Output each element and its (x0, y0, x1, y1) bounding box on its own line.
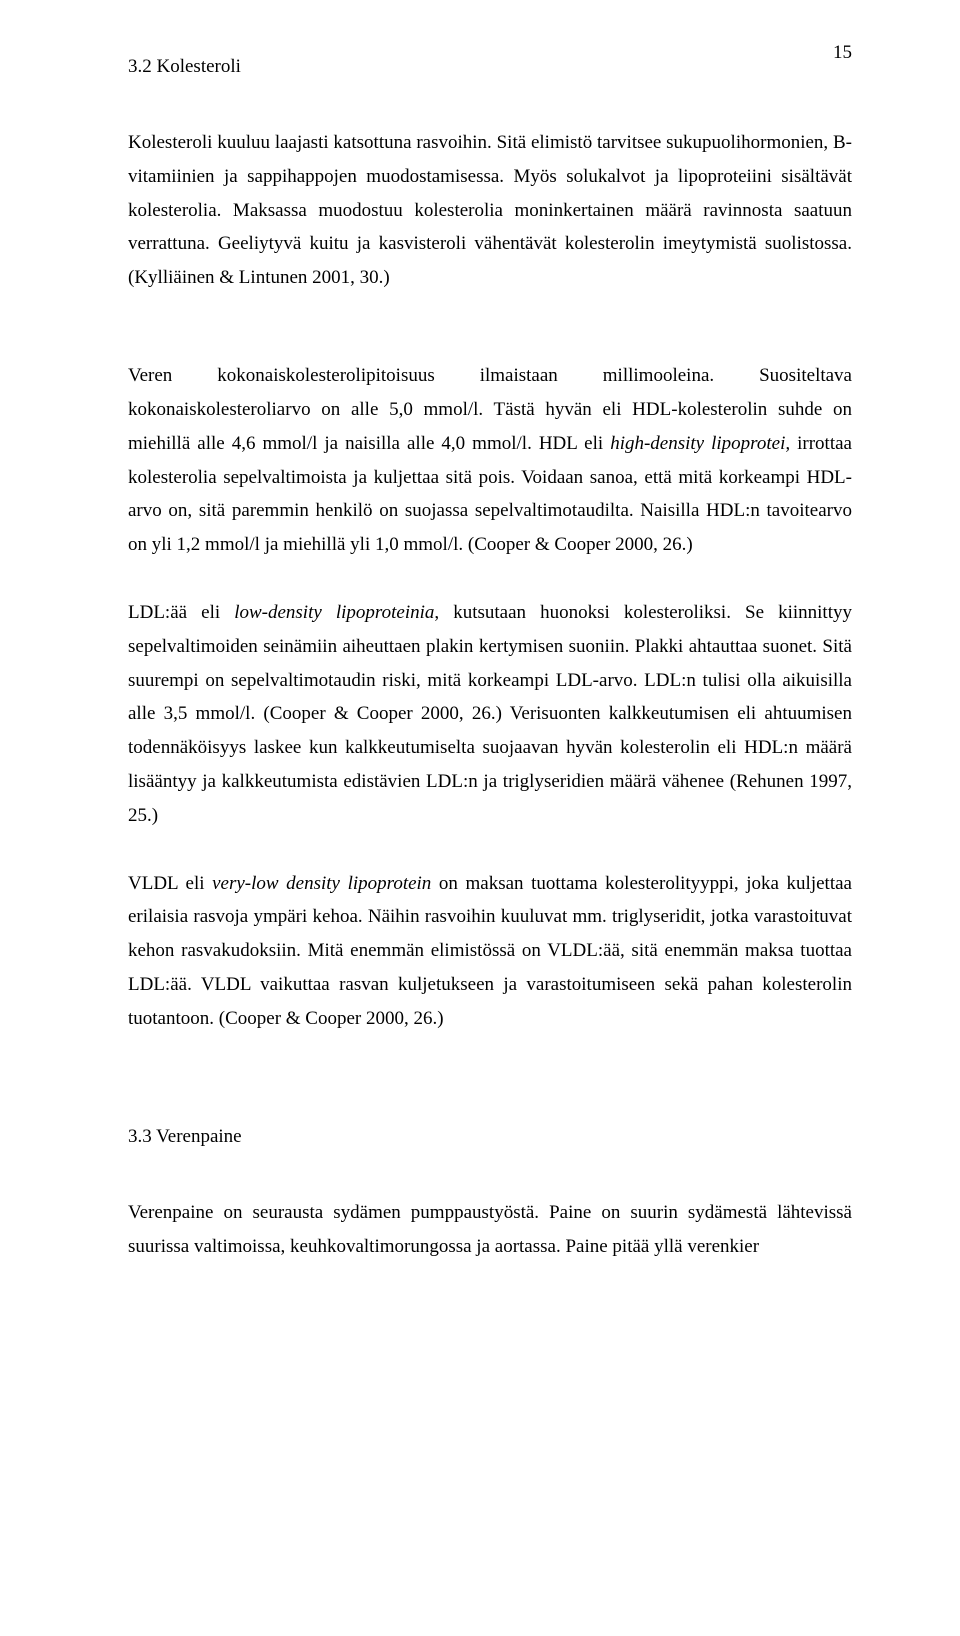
section-heading-verenpaine: 3.3 Verenpaine (128, 1126, 852, 1148)
section-heading-kolesteroli: 3.2 Kolesteroli (128, 56, 852, 78)
paragraph: Kolesteroli kuuluu laajasti katsottuna r… (128, 126, 852, 295)
italic-text: very-low density lipoprotein (212, 873, 431, 894)
text-run: VLDL eli (128, 873, 212, 894)
section-gap (128, 1070, 852, 1126)
text-run: , kutsutaan huonoksi kolesteroliksi. Se … (128, 602, 852, 826)
document-page: 15 3.2 Kolesteroli Kolesteroli kuuluu la… (0, 0, 960, 1636)
paragraph-gap (128, 329, 852, 359)
text-run: LDL:ää eli (128, 602, 234, 623)
paragraph: VLDL eli very-low density lipoprotein on… (128, 867, 852, 1036)
italic-text: high-density lipoprotei, (610, 433, 797, 454)
paragraph: Verenpaine on seurausta sydämen pumppaus… (128, 1196, 852, 1264)
page-number: 15 (833, 42, 852, 64)
paragraph: LDL:ää eli low-density lipoproteinia, ku… (128, 596, 852, 833)
paragraph: Veren kokonaiskolesterolipitoisuus ilmai… (128, 359, 852, 562)
text-run: on maksan tuottama kolesterolityyppi, jo… (128, 873, 852, 1029)
italic-text: low-density lipoproteinia (234, 602, 434, 623)
